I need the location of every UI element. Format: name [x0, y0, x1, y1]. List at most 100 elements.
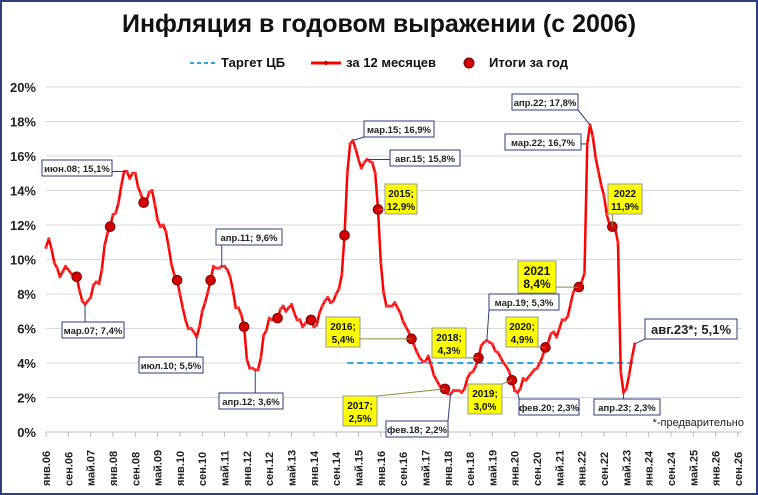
x-tick-label: янв.26: [711, 451, 723, 486]
year-callout: [325, 316, 361, 348]
red-dot-icon: [463, 57, 475, 68]
month-marker: [161, 223, 165, 227]
callout-text: апр.11; 9,6%: [221, 233, 279, 244]
callout-text: 2015;: [388, 189, 414, 200]
year-end-dot: [71, 271, 82, 283]
month-marker: [501, 361, 506, 365]
month-marker: [295, 318, 299, 322]
month-marker: [368, 159, 372, 163]
month-marker: [44, 245, 48, 250]
callout-text: фев.18; 2,2%: [387, 425, 448, 436]
month-marker: [250, 366, 255, 370]
month-marker: [552, 330, 556, 334]
callout-text: 3,0%: [474, 402, 497, 413]
month-marker: [111, 213, 115, 217]
month-marker: [49, 247, 54, 251]
month-marker: [395, 306, 400, 310]
month-marker: [97, 282, 101, 286]
month-marker: [245, 357, 249, 362]
x-tick-label: янв.14: [309, 450, 321, 486]
month-marker: [479, 344, 483, 348]
x-tick-label: май.23: [621, 450, 633, 486]
month-marker: [538, 361, 542, 365]
month-marker: [47, 237, 51, 241]
y-tick-label: 12%: [10, 218, 36, 233]
point-callout: [215, 228, 283, 246]
x-tick-label: сен.12: [264, 452, 276, 486]
month-marker: [150, 188, 154, 193]
month-marker: [262, 333, 266, 337]
callout-text: апр.22; 17,8%: [514, 98, 577, 109]
month-marker: [77, 288, 82, 293]
legend-label-monthly: за 12 месяцев: [346, 55, 437, 70]
month-marker: [468, 371, 472, 375]
month-marker: [529, 371, 534, 375]
y-tick-label: 0%: [17, 425, 36, 440]
x-tick-label: сен.20: [532, 452, 544, 486]
month-marker: [136, 185, 140, 189]
year-callout: [467, 383, 503, 415]
callout-text: мар.15; 16,9%: [367, 125, 431, 136]
month-marker: [312, 325, 316, 329]
month-marker: [239, 313, 243, 317]
month-marker: [164, 230, 168, 234]
month-marker: [507, 370, 511, 374]
month-marker: [278, 307, 282, 312]
month-marker: [563, 318, 567, 322]
month-marker: [153, 202, 157, 206]
point-callout: [138, 356, 204, 374]
year-end-dot: [238, 321, 250, 333]
month-marker: [457, 389, 461, 393]
month-marker: [435, 378, 439, 382]
point-callout: [385, 420, 449, 438]
month-marker: [287, 306, 291, 310]
callout-text: апр.12; 3,6%: [222, 397, 280, 408]
legend-item-monthly: за 12 месяцев: [311, 55, 436, 70]
month-marker: [156, 218, 160, 222]
month-marker: [80, 299, 84, 303]
month-marker: [197, 325, 202, 329]
month-marker: [259, 356, 263, 360]
x-tick-label: янв.12: [242, 451, 254, 486]
year-callout: [384, 183, 418, 215]
point-callout: [518, 398, 580, 416]
month-marker: [206, 290, 210, 294]
month-marker: [423, 359, 428, 363]
month-marker: [326, 295, 330, 300]
month-marker: [630, 356, 634, 360]
point-callout: [593, 398, 661, 416]
month-marker: [471, 370, 475, 374]
month-marker: [429, 363, 433, 367]
month-marker: [348, 142, 352, 146]
year-callout: [342, 395, 378, 427]
month-marker: [527, 375, 531, 379]
x-tick-label: сен.22: [599, 452, 611, 486]
x-tick-label: сен.08: [130, 452, 142, 486]
month-marker: [474, 364, 478, 369]
month-marker: [292, 311, 296, 315]
callout-text: 4,3%: [438, 346, 461, 357]
y-tick-label: 6%: [17, 322, 36, 337]
callout-text: 8,4%: [523, 277, 551, 291]
month-marker: [298, 318, 302, 322]
y-tick-label: 2%: [17, 391, 36, 406]
month-marker: [167, 245, 171, 250]
month-marker: [560, 318, 564, 322]
month-marker: [211, 264, 215, 268]
x-tick-label: май.21: [554, 450, 566, 486]
month-marker: [401, 320, 405, 324]
callout-text: фев.20; 2,3%: [519, 403, 580, 414]
month-marker: [521, 376, 525, 381]
month-marker: [331, 299, 335, 303]
x-tick-label: сен.18: [465, 452, 477, 486]
month-marker: [225, 268, 229, 272]
month-marker: [404, 325, 408, 329]
year-end-dot: [171, 274, 183, 286]
month-marker: [94, 280, 98, 284]
month-marker: [58, 275, 62, 279]
point-callout: [218, 392, 284, 410]
y-tick-label: 14%: [10, 184, 36, 199]
month-marker: [317, 311, 322, 315]
callout-text: 2017;: [347, 401, 373, 412]
month-marker: [571, 290, 575, 294]
